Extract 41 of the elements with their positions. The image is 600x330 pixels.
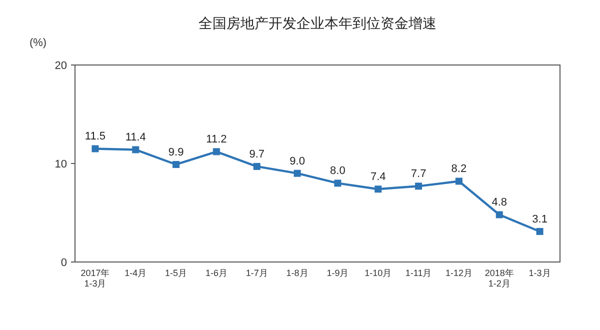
point (496, 211, 503, 218)
y-tick-label: 20 (54, 60, 67, 72)
data-label: 9.9 (168, 146, 184, 158)
x-tick-label: 1-4月 (124, 268, 147, 278)
point (212, 148, 220, 156)
y-tick-label: 10 (54, 158, 67, 170)
y-tick-label: 0 (60, 257, 67, 269)
x-tick-label: 1-11月 (405, 268, 432, 278)
data-label: 3.1 (532, 213, 548, 226)
x-tick-label: 1-5月 (165, 268, 188, 278)
data-label: 11.2 (206, 134, 227, 146)
x-tick-label: 1-10月 (364, 268, 392, 278)
point (92, 145, 99, 152)
x-tick-label: 1-7月 (246, 268, 268, 278)
data-label: 11.5 (84, 130, 106, 143)
point (415, 182, 422, 190)
point (172, 160, 180, 168)
data-label: 9.0 (290, 155, 305, 168)
chart-title: 全国房地产开发企业本年到位资金增速 (198, 15, 436, 31)
x-tick-label: 2017年 1-3月 (80, 268, 110, 288)
data-label: 7.4 (370, 171, 386, 184)
point (334, 180, 342, 187)
point (132, 146, 140, 154)
data-label: 9.7 (249, 148, 265, 160)
data-label: 4.8 (492, 196, 508, 209)
point (455, 178, 462, 185)
x-tick-label: 2018年 1-2月 (484, 268, 514, 288)
data-label: 11.4 (125, 132, 146, 144)
x-tick-label: 1-6月 (205, 268, 228, 278)
point (253, 162, 260, 170)
point (536, 228, 544, 235)
x-tick-label: 1-3月 (528, 268, 551, 278)
y-axis-title: (%) (29, 37, 47, 49)
x-tick-label: 1-8月 (286, 268, 308, 278)
x-tick-label: 1-9月 (326, 268, 349, 278)
data-label: 7.7 (410, 168, 426, 180)
point (294, 170, 301, 177)
point (374, 186, 382, 193)
data-label: 8.0 (330, 165, 346, 178)
x-tick-label: 1-12月 (445, 268, 472, 278)
data-label: 8.2 (451, 163, 467, 176)
